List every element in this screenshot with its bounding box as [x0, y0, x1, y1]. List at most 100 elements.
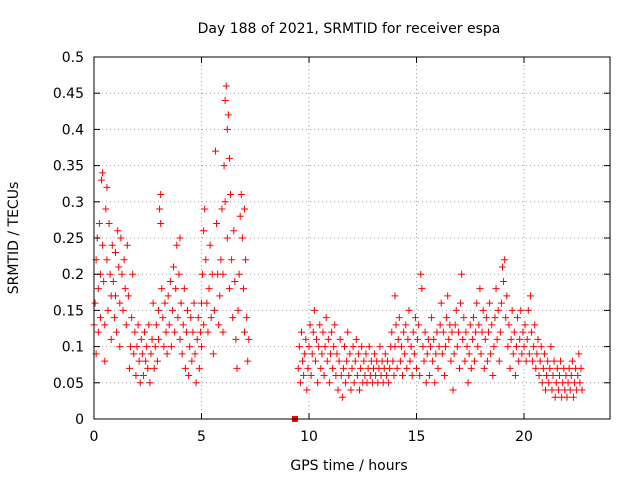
data-point: [99, 169, 107, 177]
data-point: [134, 321, 142, 329]
data-point: [141, 328, 149, 336]
data-point: [157, 191, 165, 199]
data-point: [234, 306, 242, 314]
data-point: [306, 321, 314, 329]
data-point: [501, 256, 509, 264]
data-point: [91, 299, 99, 307]
data-point: [173, 241, 181, 249]
data-point: [161, 299, 169, 307]
data-point: [509, 350, 517, 358]
data-point: [163, 350, 171, 358]
data-point: [423, 350, 431, 358]
data-point: [181, 364, 189, 372]
data-point: [502, 314, 510, 322]
data-point: [330, 343, 338, 351]
data-point: [310, 306, 318, 314]
data-point: [462, 328, 470, 336]
data-point: [210, 306, 218, 314]
data-point: [147, 350, 155, 358]
data-point: [472, 328, 480, 336]
data-point: [225, 285, 233, 293]
data-point: [540, 350, 548, 358]
data-point: [304, 364, 312, 372]
data-point: [152, 321, 160, 329]
data-point: [162, 328, 170, 336]
data-point: [557, 357, 565, 365]
data-point: [376, 343, 384, 351]
data-point: [188, 357, 196, 365]
data-point: [440, 372, 448, 380]
y-tick: 0.15: [53, 303, 610, 319]
data-point: [158, 285, 166, 293]
data-point: [233, 364, 241, 372]
data-point: [224, 111, 232, 119]
data-point: [533, 350, 541, 358]
data-point: [94, 328, 102, 336]
data-point: [538, 379, 546, 387]
data-point: [309, 328, 317, 336]
y-tick: 0.2: [62, 267, 610, 283]
data-point: [350, 379, 358, 387]
data-point: [575, 350, 583, 358]
grid-lines: [94, 57, 610, 419]
data-point: [528, 328, 536, 336]
data-point: [187, 314, 195, 322]
data-point: [543, 372, 551, 380]
x-tick: 10: [300, 57, 318, 445]
data-point: [157, 220, 165, 228]
data-point: [457, 299, 465, 307]
data-point: [417, 270, 425, 278]
data-point: [507, 335, 515, 343]
data-point: [347, 386, 355, 394]
data-point: [109, 277, 117, 285]
data-point: [536, 357, 544, 365]
data-point: [107, 335, 115, 343]
data-point: [175, 270, 183, 278]
data-point: [219, 270, 227, 278]
data-point: [346, 350, 354, 358]
data-point: [190, 299, 198, 307]
data-point: [296, 379, 304, 387]
data-point: [334, 386, 342, 394]
data-point: [382, 372, 390, 380]
data-point: [418, 285, 426, 293]
y-tick: 0.25: [53, 231, 610, 247]
data-point: [451, 321, 459, 329]
data-point: [324, 335, 332, 343]
data-point: [307, 372, 315, 380]
data-point: [406, 357, 414, 365]
data-point: [551, 393, 559, 401]
data-point: [230, 227, 238, 235]
data-point: [218, 205, 226, 213]
data-point: [544, 357, 552, 365]
data-point: [319, 328, 327, 336]
data-point: [244, 357, 252, 365]
data-point: [411, 314, 419, 322]
data-point: [340, 343, 348, 351]
data-point: [504, 343, 512, 351]
data-point: [199, 270, 207, 278]
y-tick-label: 0.15: [53, 303, 84, 319]
data-point: [547, 343, 555, 351]
y-tick-label: 0.45: [53, 86, 84, 102]
data-point: [221, 96, 229, 104]
data-point: [555, 372, 563, 380]
data-point: [215, 321, 223, 329]
data-point: [241, 205, 248, 213]
data-point: [164, 292, 172, 300]
data-point: [142, 357, 150, 365]
data-point: [460, 314, 468, 322]
y-tick-label: 0.5: [62, 50, 84, 66]
data-point: [229, 314, 237, 322]
data-point: [155, 335, 162, 343]
data-point: [518, 350, 526, 358]
data-point: [550, 357, 558, 365]
data-point: [216, 292, 224, 300]
data-point: [468, 335, 476, 343]
data-point: [400, 328, 408, 336]
data-point: [150, 364, 158, 372]
data-point: [172, 285, 180, 293]
data-point: [456, 364, 463, 372]
data-point: [405, 306, 413, 314]
data-point: [318, 350, 326, 358]
